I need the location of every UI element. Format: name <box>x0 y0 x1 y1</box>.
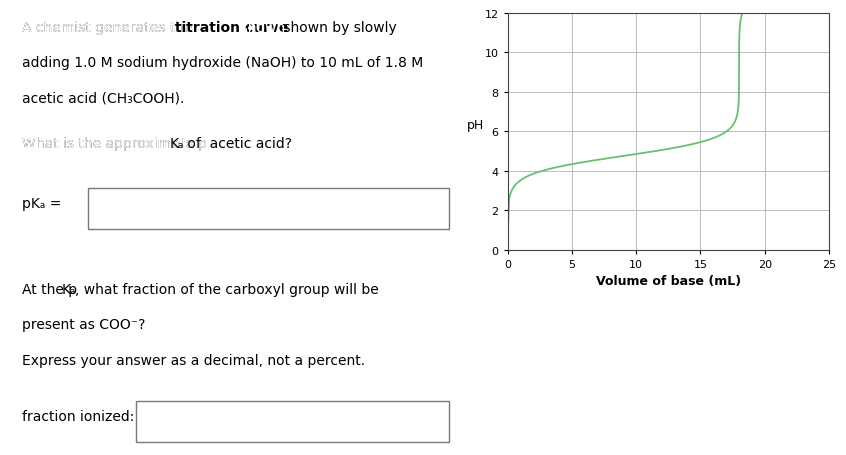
FancyBboxPatch shape <box>88 189 449 230</box>
Text: At the p: At the p <box>22 282 77 296</box>
Text: adding 1.0 M sodium hydroxide (NaOH) to 10 mL of 1.8 M: adding 1.0 M sodium hydroxide (NaOH) to … <box>22 56 423 70</box>
X-axis label: Volume of base (mL): Volume of base (mL) <box>596 275 741 288</box>
Text: shown by slowly: shown by slowly <box>279 20 397 35</box>
Text: A chemist generates the titration curve: A chemist generates the titration curve <box>22 20 296 35</box>
Text: titration curve: titration curve <box>175 20 288 35</box>
Text: of  acetic acid?: of acetic acid? <box>183 136 292 151</box>
Text: pKₐ =: pKₐ = <box>22 197 62 211</box>
Text: , what fraction of the carboxyl group will be: , what fraction of the carboxyl group wi… <box>75 282 379 296</box>
Text: Express your answer as a decimal, not a percent.: Express your answer as a decimal, not a … <box>22 353 365 367</box>
Text: A chemist generates the: A chemist generates the <box>22 20 197 35</box>
Text: present as COO⁻?: present as COO⁻? <box>22 318 146 332</box>
FancyBboxPatch shape <box>136 401 449 442</box>
Text: What is the approximate pKₐ of  acetic acid?: What is the approximate pKₐ of acetic ac… <box>22 136 331 151</box>
Text: Kₐ: Kₐ <box>169 136 184 151</box>
Text: shown by slowly: shown by slowly <box>175 20 354 35</box>
Text: Kₐ: Kₐ <box>62 282 76 296</box>
Text: acetic acid (CH₃COOH).: acetic acid (CH₃COOH). <box>22 91 184 105</box>
Text: fraction ionized:: fraction ionized: <box>22 410 135 424</box>
Text: What is the approximate p: What is the approximate p <box>22 136 207 151</box>
Y-axis label: pH: pH <box>467 119 484 132</box>
